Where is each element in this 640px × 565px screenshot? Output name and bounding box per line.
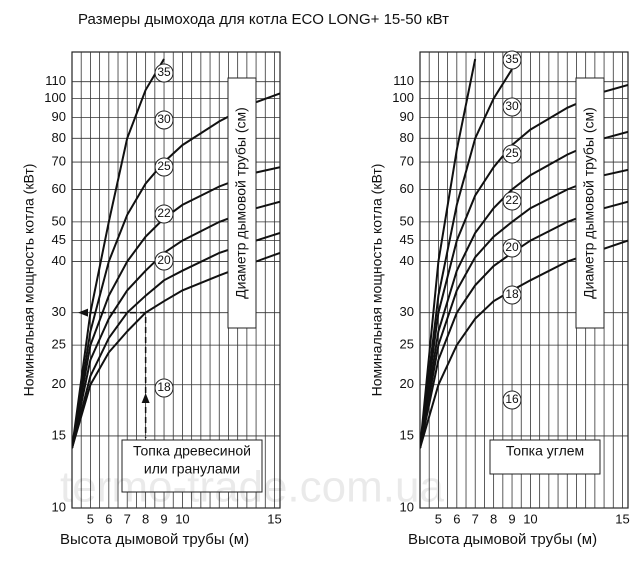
y-tick-label: 20	[400, 376, 414, 391]
legend-marker	[502, 285, 522, 305]
legend-label: 22	[505, 193, 519, 207]
y-tick-label: 10	[52, 499, 66, 514]
y-tick-label: 45	[52, 232, 66, 247]
y-tick-label: 10	[400, 499, 414, 514]
y-tick-label: 40	[52, 253, 66, 268]
legend-label: 20	[505, 240, 519, 254]
legend-marker	[502, 144, 522, 164]
note: или гранулами	[144, 461, 240, 477]
y-tick-label: 50	[52, 213, 66, 228]
x-tick-label: 5	[435, 511, 442, 526]
legend-marker	[154, 378, 174, 398]
legend-label: 25	[157, 159, 171, 173]
y-tick-label: 15	[52, 427, 66, 442]
y-tick-label: 100	[44, 90, 66, 105]
legend-label: 30	[157, 112, 171, 126]
x-tick-label: 8	[142, 511, 149, 526]
legend-label: 25	[505, 146, 519, 160]
example-guide	[80, 311, 147, 438]
note-box	[121, 439, 263, 493]
x-tick-label: 10	[175, 511, 189, 526]
x-tick-label: 6	[453, 511, 460, 526]
x-tick-label: 6	[105, 511, 112, 526]
legend-label: 18	[505, 287, 519, 301]
y-tick-label: 30	[400, 304, 414, 319]
watermark: termo-trade.com.ua	[60, 463, 444, 512]
y-tick-label: 45	[400, 232, 414, 247]
y-axis-label: Номинальная мощность котла (кВт)	[21, 164, 37, 397]
legend-marker	[154, 157, 174, 177]
y-tick-label: 80	[52, 130, 66, 145]
y-tick-label: 110	[45, 73, 66, 88]
legend-marker	[502, 97, 522, 117]
x-tick-label: 9	[160, 511, 167, 526]
y-tick-label: 25	[52, 337, 66, 352]
legend-title: Диаметр дымовой трубы (см)	[581, 107, 597, 299]
y-tick-label: 60	[52, 181, 66, 196]
x-tick-label: 7	[472, 511, 479, 526]
note-box	[489, 439, 601, 475]
x-tick-label: 5	[87, 511, 94, 526]
legend-marker	[502, 238, 522, 258]
legend-label: 16	[505, 392, 519, 406]
curve	[420, 58, 477, 449]
x-tick-label: 8	[490, 511, 497, 526]
y-tick-label: 80	[400, 130, 414, 145]
legend-marker	[154, 204, 174, 224]
legend-label: 22	[157, 206, 171, 220]
x-tick-label: 7	[124, 511, 131, 526]
x-axis-label: Высота дымовой трубы (м)	[60, 531, 249, 548]
y-tick-label: 70	[400, 153, 414, 168]
curve	[72, 58, 165, 449]
arrow	[78, 308, 88, 317]
y-tick-label: 90	[400, 109, 414, 124]
legend-label: 18	[157, 380, 171, 394]
note: Топка древесиной	[133, 443, 251, 459]
legend-marker	[154, 63, 174, 83]
x-tick-label: 9	[508, 511, 515, 526]
chart-title: Размеры дымохода для котла ECO LONG+ 15-…	[78, 11, 449, 28]
legend-box	[227, 77, 257, 329]
y-tick-label: 90	[52, 109, 66, 124]
y-tick-label: 100	[392, 90, 414, 105]
x-tick-label: 15	[267, 511, 281, 526]
arrow	[141, 393, 150, 403]
legend-label: 30	[505, 99, 519, 113]
x-tick-label: 10	[523, 511, 537, 526]
y-tick-label: 15	[400, 427, 414, 442]
legend-label: 35	[157, 65, 171, 79]
note: Топка углем	[506, 443, 584, 459]
legend-label: 35	[505, 52, 519, 66]
x-axis-label: Высота дымовой трубы (м)	[408, 531, 597, 548]
y-tick-label: 110	[393, 73, 414, 88]
y-tick-label: 25	[400, 337, 414, 352]
legend-marker	[502, 50, 522, 70]
legend-box	[575, 77, 605, 329]
y-tick-label: 50	[400, 213, 414, 228]
y-tick-label: 20	[52, 376, 66, 391]
curve	[420, 68, 513, 449]
legend-label: 20	[157, 253, 171, 267]
legend-marker	[502, 390, 522, 410]
y-tick-label: 70	[52, 153, 66, 168]
y-tick-label: 30	[52, 304, 66, 319]
y-axis-label: Номинальная мощность котла (кВт)	[369, 164, 385, 397]
legend-marker	[502, 191, 522, 211]
x-tick-label: 15	[615, 511, 629, 526]
y-tick-label: 60	[400, 181, 414, 196]
y-tick-label: 40	[400, 253, 414, 268]
legend-marker	[154, 251, 174, 271]
legend-title: Диаметр дымовой трубы (см)	[233, 107, 249, 299]
legend-marker	[154, 110, 174, 130]
